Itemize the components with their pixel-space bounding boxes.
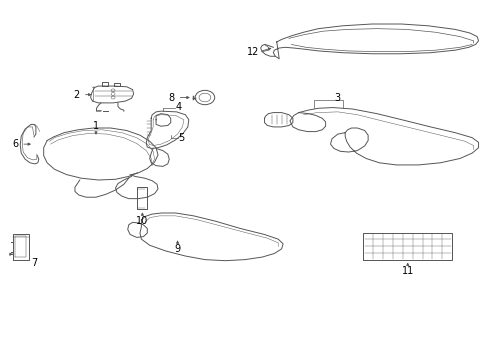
Text: 8: 8: [168, 93, 174, 103]
Text: 7: 7: [31, 258, 37, 268]
Text: 10: 10: [136, 216, 148, 226]
Text: 3: 3: [334, 93, 341, 103]
Text: 6: 6: [12, 139, 19, 149]
Text: 11: 11: [402, 266, 414, 276]
Text: 2: 2: [74, 90, 79, 100]
Text: 1: 1: [93, 121, 99, 131]
Text: 12: 12: [247, 47, 260, 57]
Text: 5: 5: [178, 133, 185, 143]
Text: 4: 4: [176, 102, 182, 112]
Text: 9: 9: [174, 244, 181, 254]
